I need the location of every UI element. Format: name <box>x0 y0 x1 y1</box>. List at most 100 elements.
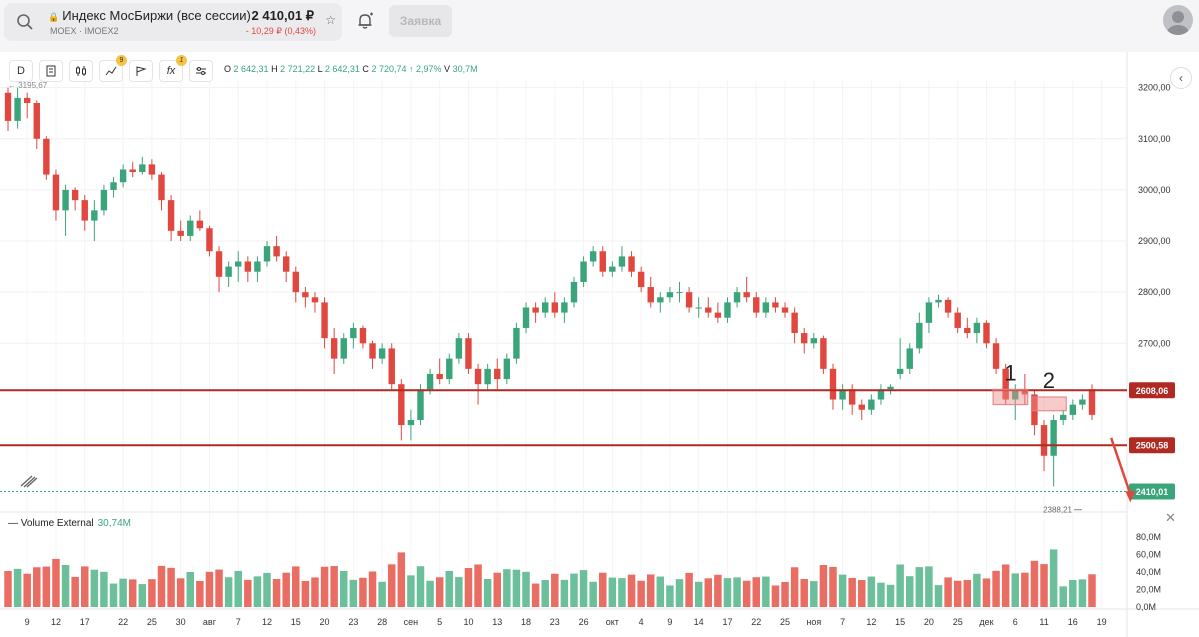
volume-bar <box>762 576 770 607</box>
time-tick-label: 5 <box>437 617 442 627</box>
candle-body <box>657 297 664 303</box>
volume-bar <box>579 570 588 607</box>
volume-tick-label: 20,0M <box>1136 585 1161 595</box>
time-tick-label: авг <box>203 617 217 627</box>
candle-body <box>896 368 904 374</box>
candle-body <box>273 246 280 257</box>
candle-body <box>829 368 837 400</box>
avatar-icon[interactable] <box>1163 5 1193 35</box>
volume-bar <box>253 576 262 607</box>
candle-body <box>580 261 587 282</box>
fx-button[interactable]: fx 1 <box>159 55 187 82</box>
candle-body <box>263 246 271 262</box>
volume-bar <box>973 573 981 607</box>
trend-arrow-line <box>1110 437 1132 495</box>
close-icon[interactable]: ✕ <box>1165 510 1176 525</box>
candle-body <box>848 389 856 405</box>
candle-body <box>388 348 395 385</box>
volume-bar <box>81 566 89 607</box>
candle-body <box>1088 389 1096 415</box>
drawing-button[interactable] <box>129 60 153 82</box>
candle-body <box>244 261 252 272</box>
volume-bar <box>704 578 713 607</box>
volume-bar <box>1088 574 1096 607</box>
ticker-selector[interactable]: 🔒 Индекс МосБиржи (все сессии) MOEX · IMO… <box>4 3 342 41</box>
volume-bar <box>570 573 578 607</box>
volume-bar <box>148 579 156 607</box>
volume-tick-label: 40,0M <box>1136 567 1161 577</box>
interval-button[interactable]: D <box>9 60 33 82</box>
bell-icon[interactable] <box>356 12 374 30</box>
candle-body <box>465 338 472 369</box>
candle-body <box>426 373 434 390</box>
time-tick-label: 10 <box>463 617 473 627</box>
volume-bar <box>397 552 406 607</box>
indicators-button[interactable]: 9 <box>99 55 127 82</box>
volume-tick-label: 80,0M <box>1136 532 1161 542</box>
time-tick-label: 13 <box>492 617 502 627</box>
volume-bar <box>224 577 233 607</box>
low-marker-label: 2388,21 <box>1043 506 1072 515</box>
volume-bar <box>244 579 252 607</box>
volume-tick-label: 0,0M <box>1136 602 1156 612</box>
indicators-badge: 9 <box>116 55 127 66</box>
candle-body <box>206 228 213 252</box>
time-tick-label: ноя <box>806 617 821 627</box>
candle-body <box>43 138 50 175</box>
candle-body <box>407 419 415 426</box>
order-button[interactable]: Заявка <box>389 5 452 37</box>
time-tick-label: дек <box>979 617 993 627</box>
level-badge <box>1129 437 1175 454</box>
time-tick-label: 19 <box>1097 617 1107 627</box>
chart-type-button[interactable] <box>69 60 93 82</box>
volume-bar <box>800 579 808 607</box>
star-icon[interactable]: ☆ <box>325 13 336 27</box>
candle-body <box>292 271 299 293</box>
volume-bar <box>186 572 195 607</box>
volume-bar <box>848 577 856 607</box>
instrument-subtitle: MOEX · IMOEX2 <box>50 26 119 36</box>
volume-bar <box>666 585 674 607</box>
candle-body <box>494 368 501 380</box>
candle-body <box>733 292 741 303</box>
candle-body <box>887 386 894 390</box>
candle-body <box>820 338 827 369</box>
candle-body <box>378 348 386 359</box>
price-tick-label: 2800,00 <box>1138 287 1171 297</box>
time-tick-label: 23 <box>348 617 358 627</box>
ohlc-legend: O 2 642,31 H 2 721,22 L 2 642,31 C 2 720… <box>224 64 478 74</box>
instrument-price: 2 410,01 ₽ <box>251 8 315 23</box>
volume-bar <box>167 567 175 607</box>
compare-button[interactable] <box>39 60 63 82</box>
volume-bar <box>13 568 22 607</box>
price-chart[interactable]: 3200,00 3100,00 3000,00 2900,00 2800,00 2700,… <box>0 52 1199 637</box>
volume-bar <box>637 580 645 607</box>
drawing-tool-icon[interactable] <box>20 474 38 488</box>
volume-bar <box>234 570 242 607</box>
volume-bar <box>196 580 204 607</box>
settings-button[interactable] <box>189 60 213 82</box>
volume-bar <box>426 580 434 607</box>
volume-bar <box>944 577 952 607</box>
time-tick-label: 26 <box>579 617 589 627</box>
candle-body <box>599 251 606 272</box>
lock-icon: 🔒 <box>48 12 60 22</box>
candle-body <box>1021 389 1029 395</box>
price-tick-label: 3100,00 <box>1138 134 1171 144</box>
volume-collapse-icon[interactable]: — <box>8 518 18 529</box>
volume-bar <box>138 584 147 607</box>
candle-body <box>628 256 635 272</box>
time-tick-label: 14 <box>694 617 704 627</box>
time-tick-label: 28 <box>377 617 387 627</box>
candle-body <box>589 251 597 262</box>
time-tick-label: 4 <box>639 617 644 627</box>
candle-body <box>801 333 808 344</box>
candle-body <box>561 302 568 313</box>
candle-body <box>935 299 942 303</box>
trend-arrow-head <box>1125 491 1136 503</box>
volume-bar <box>618 578 626 607</box>
candle-body <box>330 338 338 359</box>
high-marker-label: ← 3195,67 <box>8 81 48 90</box>
chevron-left-icon[interactable]: ‹ <box>1170 67 1192 89</box>
candle-body <box>973 322 981 334</box>
